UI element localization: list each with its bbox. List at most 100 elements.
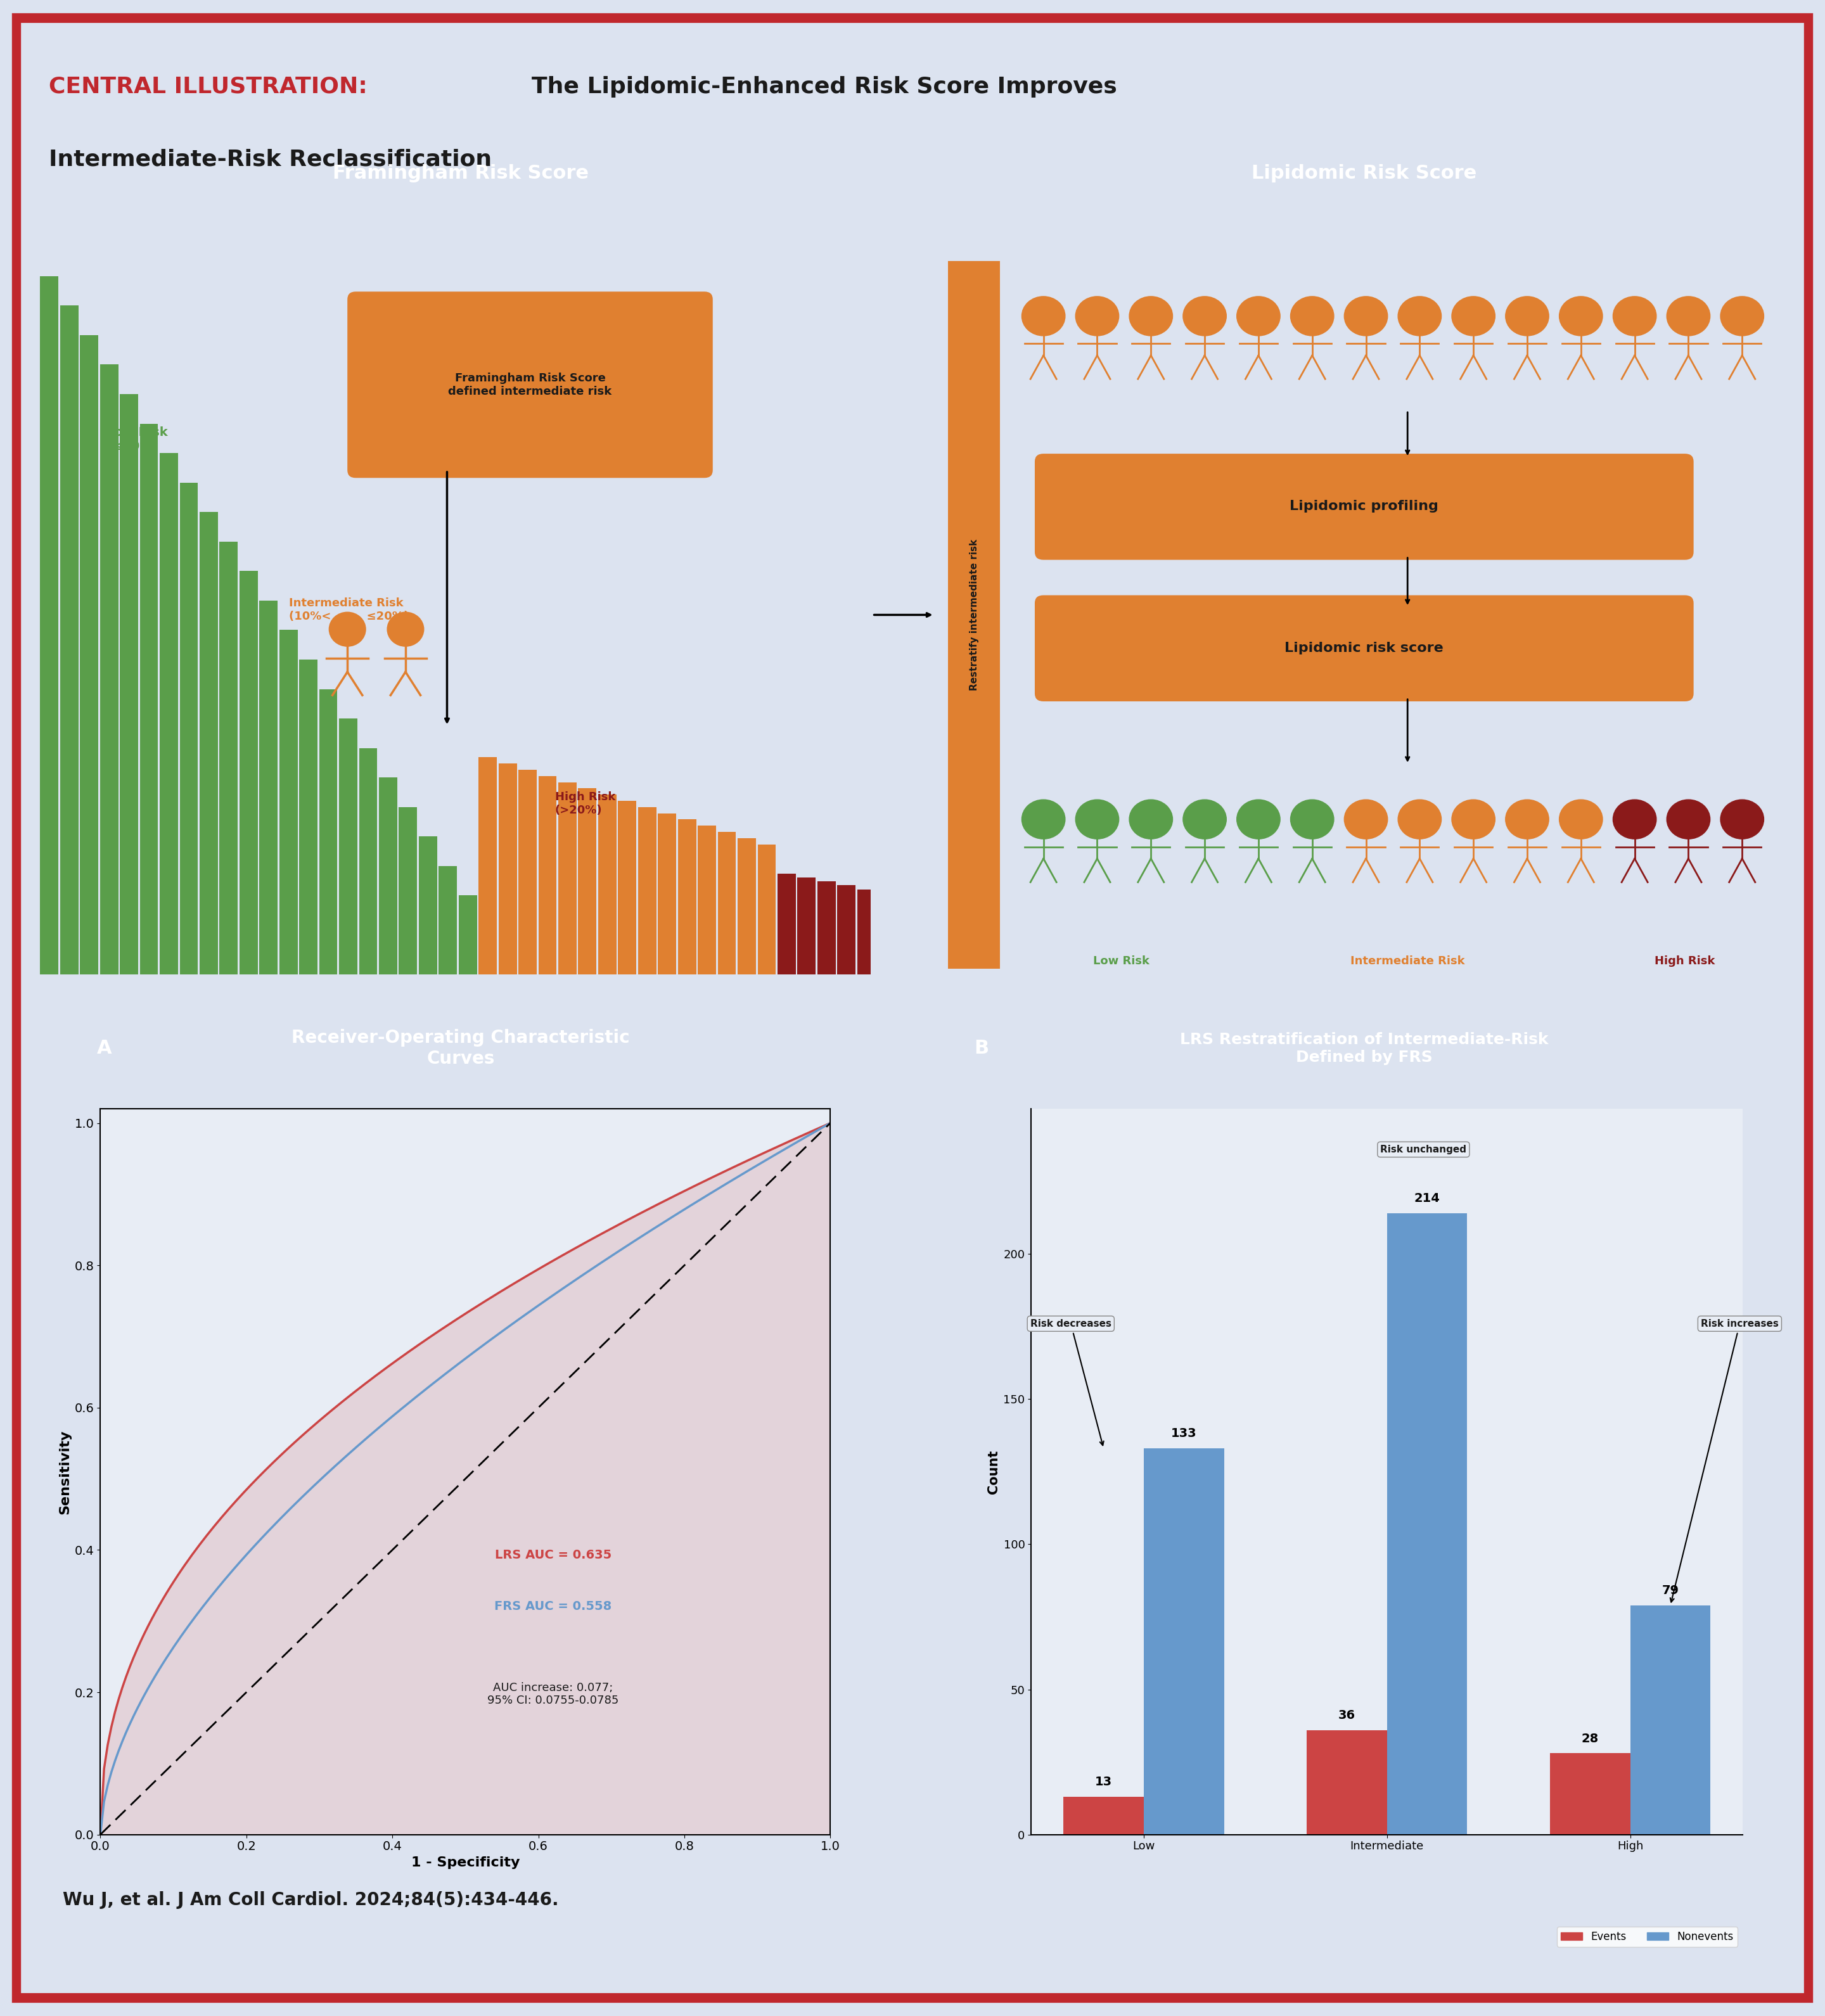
Bar [798, 877, 816, 974]
Circle shape [1398, 800, 1442, 839]
LRS [133, 1621, 155, 1645]
Circle shape [1666, 296, 1710, 337]
Bar [100, 365, 119, 974]
Bar [259, 601, 277, 974]
Text: AUC increase: 0.077;
95% CI: 0.0755-0.0785: AUC increase: 0.077; 95% CI: 0.0755-0.07… [487, 1681, 619, 1706]
Bar [878, 893, 896, 974]
Legend: Events, Nonevents: Events, Nonevents [1557, 1927, 1737, 1947]
Bar [1387, 1214, 1467, 1835]
Bar [949, 260, 1000, 970]
FRS [783, 1131, 805, 1155]
Bar [558, 782, 577, 974]
Circle shape [1721, 800, 1763, 839]
Bar [838, 885, 856, 974]
LRS [783, 1127, 805, 1151]
Bar [40, 276, 58, 974]
Bar [478, 758, 496, 974]
Bar [659, 812, 677, 974]
Bar [319, 689, 338, 974]
Circle shape [1022, 800, 1066, 839]
Circle shape [1506, 296, 1549, 337]
Bar [380, 778, 398, 974]
Text: Lipidomic Risk Score: Lipidomic Risk Score [1252, 163, 1476, 183]
Circle shape [1451, 296, 1495, 337]
Bar [916, 901, 934, 974]
Bar [299, 659, 318, 974]
LRS [285, 1429, 307, 1454]
Bar [80, 335, 99, 974]
Circle shape [1451, 800, 1495, 839]
Bar [498, 764, 516, 974]
Bar [579, 788, 597, 974]
Circle shape [1290, 800, 1334, 839]
Text: Intermediate Risk: Intermediate Risk [1350, 956, 1465, 966]
Bar [936, 905, 954, 974]
Bar [677, 818, 695, 974]
FRS [285, 1492, 307, 1516]
Bar [120, 393, 139, 974]
Text: 79: 79 [1663, 1585, 1679, 1597]
LRS [89, 1822, 111, 1847]
Bar [1117, 939, 1135, 974]
Circle shape [1130, 800, 1173, 839]
Bar [161, 454, 179, 974]
Bar [956, 909, 975, 974]
Bar [1307, 1730, 1387, 1835]
Bar [418, 837, 436, 974]
Bar [777, 873, 796, 974]
Bar [1097, 935, 1115, 974]
Bar [858, 889, 876, 974]
Text: Low Risk
(≤10%): Low Risk (≤10%) [106, 425, 168, 452]
Bar [1144, 1447, 1225, 1835]
Text: Wu J, et al. J Am Coll Cardiol. 2024;84(5):434-446.: Wu J, et al. J Am Coll Cardiol. 2024;84(… [62, 1891, 558, 1909]
Bar [717, 833, 735, 974]
Text: 28: 28 [1582, 1732, 1599, 1744]
Text: Intermediate-Risk Reclassification: Intermediate-Risk Reclassification [49, 149, 491, 169]
Circle shape [1559, 800, 1602, 839]
Text: Receiver-Operating Characteristic
Curves: Receiver-Operating Characteristic Curves [292, 1030, 630, 1066]
Circle shape [1345, 296, 1387, 337]
Text: LRS Restratification of Intermediate-Risk
Defined by FRS: LRS Restratification of Intermediate-Ris… [1181, 1032, 1548, 1064]
Bar [538, 776, 557, 974]
Text: The Lipidomic-Enhanced Risk Score Improves: The Lipidomic-Enhanced Risk Score Improv… [531, 77, 1117, 97]
Bar [1077, 931, 1095, 974]
Text: Framingham Risk Score
defined intermediate risk: Framingham Risk Score defined intermedia… [449, 373, 611, 397]
Text: Lipidomic risk score: Lipidomic risk score [1285, 641, 1444, 655]
Text: LRS AUC = 0.635: LRS AUC = 0.635 [495, 1548, 611, 1560]
Bar [219, 542, 237, 974]
Bar [438, 867, 456, 974]
FRS [89, 1822, 111, 1847]
Text: Restratify intermediate risk: Restratify intermediate risk [969, 538, 978, 691]
Text: 133: 133 [1172, 1427, 1197, 1439]
FRS [757, 1147, 779, 1171]
Bar [599, 794, 617, 974]
Circle shape [1075, 296, 1119, 337]
Text: B: B [975, 1038, 989, 1058]
FancyBboxPatch shape [1035, 595, 1694, 702]
Bar [1137, 943, 1155, 974]
Bar [1057, 927, 1075, 974]
Text: Lipidomic profiling: Lipidomic profiling [1290, 500, 1438, 512]
Bar [757, 845, 776, 974]
Bar [818, 881, 836, 974]
Bar [697, 827, 715, 974]
Circle shape [1237, 800, 1279, 839]
Bar [898, 897, 916, 974]
Bar [639, 806, 657, 974]
Circle shape [1506, 800, 1549, 839]
Text: 13: 13 [1095, 1776, 1111, 1788]
FRS [119, 1712, 141, 1736]
Circle shape [1398, 296, 1442, 337]
Circle shape [1345, 800, 1387, 839]
Text: Risk increases: Risk increases [1670, 1318, 1779, 1603]
Text: FRS AUC = 0.558: FRS AUC = 0.558 [495, 1601, 611, 1613]
Y-axis label: Count: Count [987, 1450, 1000, 1494]
LRS [224, 1488, 246, 1512]
Bar [1017, 919, 1035, 974]
Text: High Risk
(>20%): High Risk (>20%) [555, 792, 615, 816]
Bar [239, 571, 257, 974]
Circle shape [1290, 296, 1334, 337]
FRS [224, 1554, 246, 1579]
Line: LRS: LRS [100, 1123, 830, 1835]
Bar [279, 631, 297, 974]
